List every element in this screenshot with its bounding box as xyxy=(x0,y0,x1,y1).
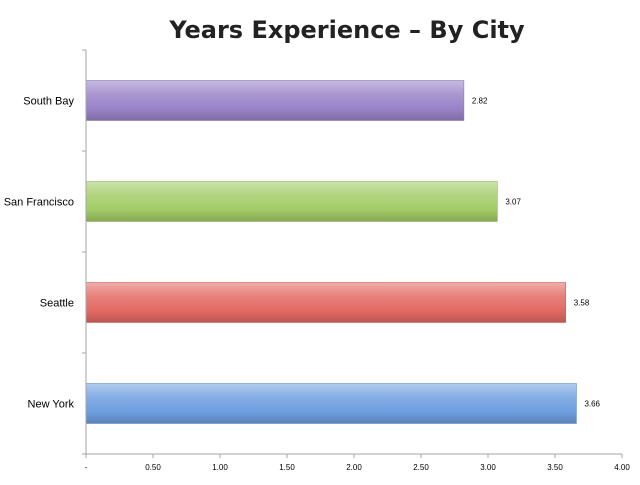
bars-group xyxy=(85,80,577,424)
category-label: Seattle xyxy=(40,298,74,310)
x-tick-label: 2.50 xyxy=(413,463,429,472)
x-tick-label: 4.00 xyxy=(614,463,630,472)
x-tick-label: 0.50 xyxy=(145,463,161,472)
category-label: San Francisco xyxy=(4,197,74,209)
data-label: 2.82 xyxy=(472,97,488,106)
chart-title: Years Experience – By City xyxy=(168,16,525,44)
x-tick-label: 1.00 xyxy=(212,463,228,472)
data-label: 3.58 xyxy=(574,299,590,308)
x-tick-label: - xyxy=(85,463,88,472)
labels-group: South Bay 2.82 San Francisco 3.07 Seattle 3.5… xyxy=(4,96,631,473)
category-label: New York xyxy=(28,399,75,411)
x-tick-label: 2.00 xyxy=(346,463,362,472)
data-label: 3.66 xyxy=(584,400,600,409)
bar-san-francisco xyxy=(85,181,498,222)
x-tick-label: 3.00 xyxy=(480,463,496,472)
data-label: 3.07 xyxy=(505,198,521,207)
bar-seattle xyxy=(85,282,567,323)
x-tick-label: 3.50 xyxy=(547,463,563,472)
x-tick-label: 1.50 xyxy=(279,463,295,472)
category-label: South Bay xyxy=(23,96,74,108)
axes-group xyxy=(82,49,623,458)
bar-new-york xyxy=(85,383,577,424)
bar-south-bay xyxy=(85,80,465,121)
